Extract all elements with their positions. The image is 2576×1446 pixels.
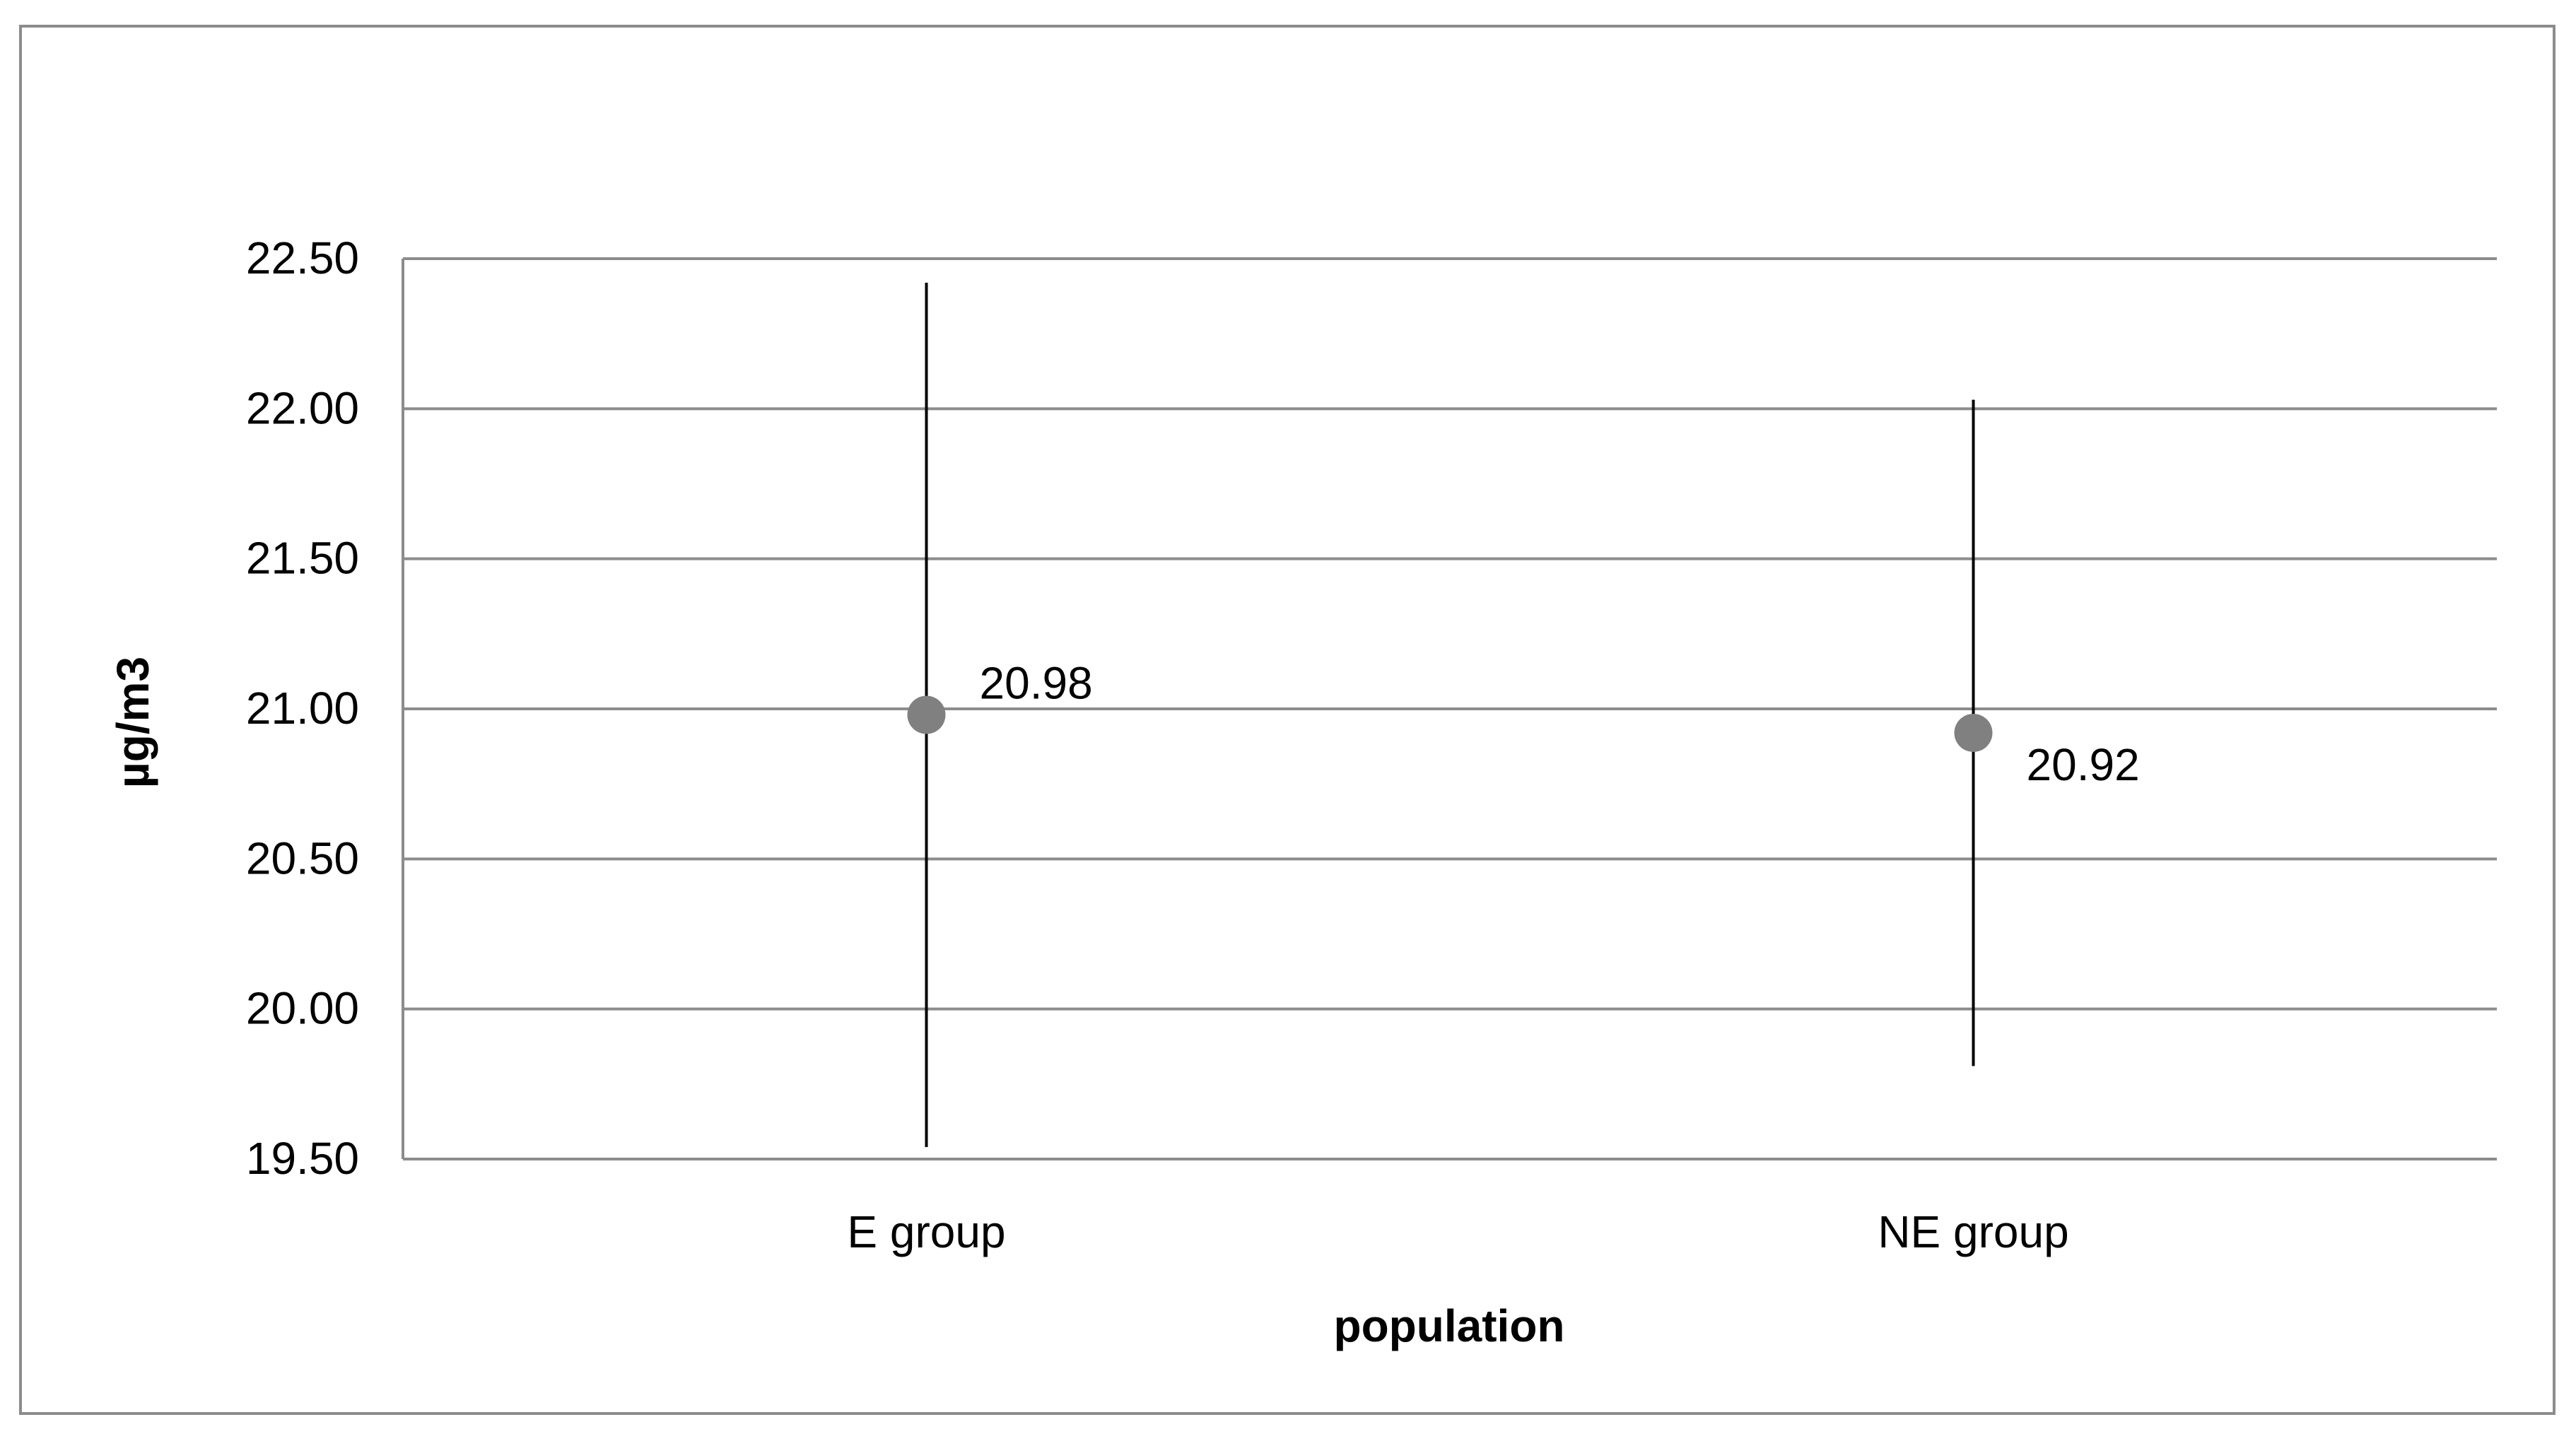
x-tick-label: E group [847, 1206, 1005, 1257]
data-label: 20.98 [980, 657, 1093, 708]
data-points [907, 695, 1993, 752]
data-label: 20.92 [2027, 739, 2140, 790]
y-axis-ticks: 19.50 20.00 20.50 21.00 21.50 22.00 22.50 [246, 233, 359, 1184]
y-tick-label: 22.00 [246, 382, 359, 433]
y-tick-label: 21.00 [246, 683, 359, 734]
y-axis-title: µg/m3 [107, 657, 158, 788]
y-tick-label: 22.50 [246, 233, 359, 283]
chart-border [19, 25, 2555, 1415]
data-labels: 20.98 20.92 [980, 657, 2140, 789]
data-point [1954, 713, 1993, 752]
y-tick-label: 20.50 [246, 833, 359, 883]
y-tick-label: 19.50 [246, 1133, 359, 1184]
x-axis-title: population [1333, 1300, 1564, 1351]
x-axis-ticks: E group NE group [847, 1206, 2068, 1257]
x-tick-label: NE group [1878, 1206, 2068, 1257]
gridlines [402, 257, 2497, 1160]
y-tick-label: 21.50 [246, 533, 359, 584]
data-point [907, 695, 946, 734]
y-tick-label: 20.00 [246, 983, 359, 1034]
